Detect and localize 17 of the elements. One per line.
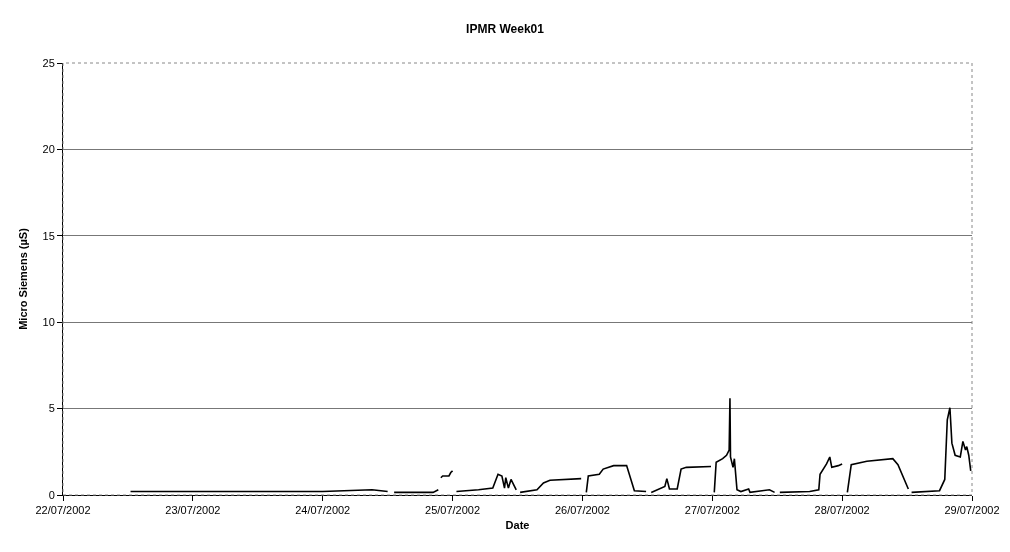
x-tick-label: 22/07/2002	[35, 504, 91, 517]
y-tick-label: 5	[48, 402, 55, 415]
x-tick-label: 28/07/2002	[814, 504, 870, 517]
x-axis-title: Date	[505, 519, 530, 532]
x-tick-label: 24/07/2002	[295, 504, 351, 517]
y-tick-label: 10	[42, 316, 55, 329]
x-tick-label: 27/07/2002	[684, 504, 740, 517]
x-tick-label: 23/07/2002	[165, 504, 221, 517]
chart-title: IPMR Week01	[466, 22, 545, 37]
y-tick-label: 15	[42, 229, 55, 242]
x-tick-label: 25/07/2002	[425, 504, 481, 517]
y-tick-label: 25	[42, 56, 55, 69]
y-tick-label: 20	[42, 143, 55, 156]
y-tick-label: 0	[48, 488, 55, 501]
x-tick-label: 29/07/2002	[944, 504, 1000, 517]
x-tick-label: 26/07/2002	[554, 504, 610, 517]
y-axis-title: Micro Siemens (µS)	[17, 227, 30, 330]
